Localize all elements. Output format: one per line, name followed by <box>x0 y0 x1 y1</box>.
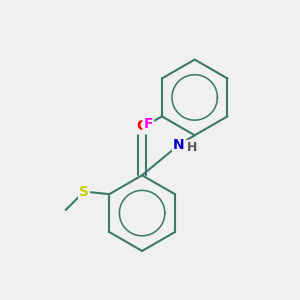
Text: H: H <box>187 141 197 154</box>
Text: F: F <box>143 117 153 131</box>
Text: O: O <box>136 119 148 133</box>
Text: S: S <box>79 184 89 199</box>
Text: N: N <box>173 138 185 152</box>
